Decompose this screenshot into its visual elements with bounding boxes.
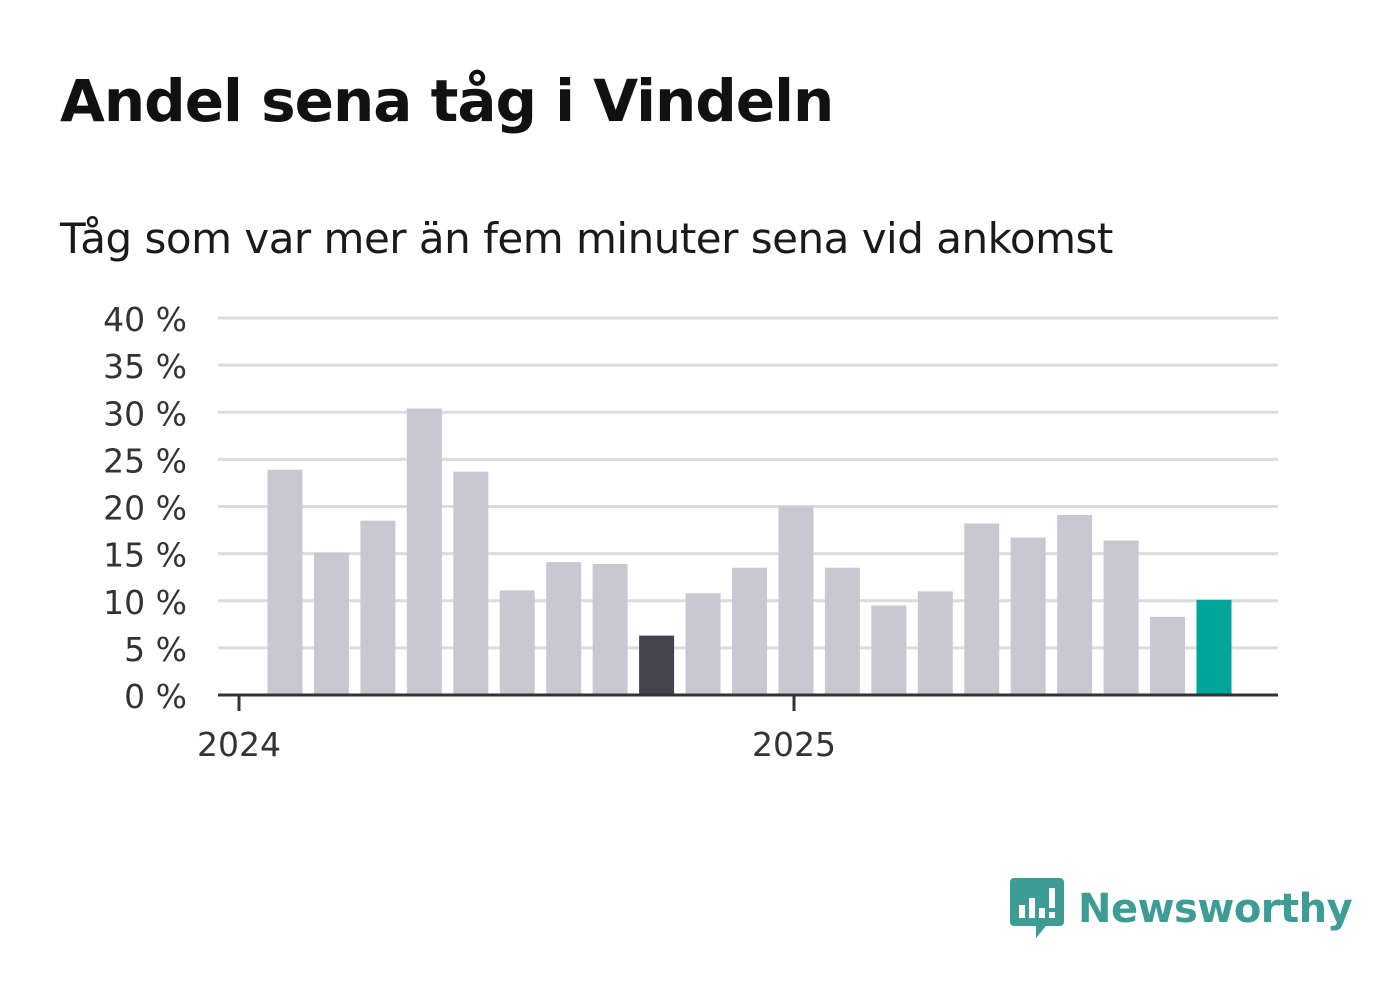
y-tick-label: 25 %	[103, 441, 187, 480]
bar	[1057, 514, 1093, 695]
bar	[1010, 537, 1046, 695]
bar	[685, 593, 721, 695]
bar	[824, 567, 860, 695]
bar	[1196, 599, 1232, 695]
bar	[732, 567, 767, 695]
x-tick-label: 2024	[197, 725, 281, 764]
bar	[267, 469, 303, 695]
brand-name: Newsworthy	[1078, 886, 1353, 932]
bar	[778, 506, 814, 695]
y-tick-label: 0 %	[124, 677, 187, 716]
bar	[546, 562, 582, 695]
y-tick-label: 40 %	[103, 300, 187, 339]
y-tick-label: 5 %	[124, 630, 187, 669]
bar	[1103, 540, 1139, 695]
newsworthy-logo: Newsworthy	[1010, 878, 1353, 940]
x-tick-label: 2025	[752, 725, 836, 764]
bar	[592, 563, 628, 695]
y-tick-label: 35 %	[103, 347, 187, 386]
bar	[453, 471, 489, 695]
newsworthy-logo-icon	[1010, 878, 1064, 938]
bar	[360, 520, 396, 695]
bar-chart: 0 % 5 % 10 % 15 % 20 % 25 % 30 % 35 % 40 % 2024 20…	[103, 300, 1278, 764]
bar	[639, 635, 675, 695]
bar	[406, 408, 442, 695]
y-tick-label: 30 %	[103, 394, 187, 433]
bar	[499, 590, 535, 695]
chart-subtitle: Tåg som var mer än fem minuter sena vid …	[60, 214, 1113, 263]
bar	[964, 523, 1000, 695]
chart-title: Andel sena tåg i Vindeln	[60, 67, 834, 135]
y-tick-label: 10 %	[103, 583, 187, 622]
bar	[917, 591, 953, 695]
y-tick-label: 15 %	[103, 536, 187, 575]
y-tick-label: 20 %	[103, 489, 187, 528]
bar	[871, 605, 907, 695]
bar	[1150, 616, 1186, 695]
bar	[313, 552, 349, 695]
